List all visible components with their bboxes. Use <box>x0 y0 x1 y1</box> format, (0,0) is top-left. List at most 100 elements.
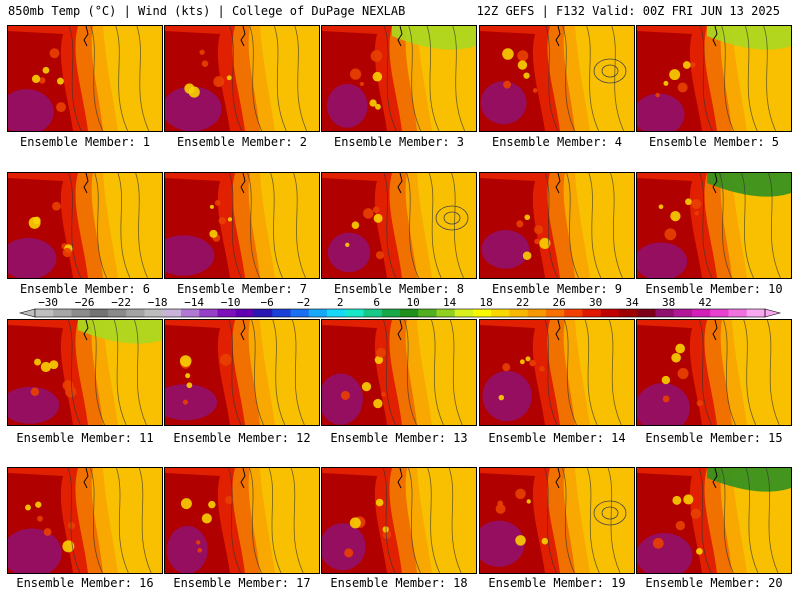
colorbar-swatch <box>217 309 237 317</box>
colorbar-tick-label: 10 <box>407 296 420 309</box>
colorbar-tick-label: −30 <box>38 296 58 309</box>
colorbar-swatch <box>53 309 72 317</box>
ensemble-member-label: Ensemble Member: 1 <box>19 135 151 149</box>
ensemble-member-label: Ensemble Member: 10 <box>645 282 783 296</box>
ensemble-member-label: Ensemble Member: 13 <box>330 431 468 445</box>
ensemble-member-label: Ensemble Member: 3 <box>333 135 465 149</box>
ensemble-member-label: Ensemble Member: 20 <box>645 576 783 590</box>
ensemble-member-label: Ensemble Member: 4 <box>491 135 623 149</box>
temperature-colorbar: −30 −26 −22 −18 −14 −10 −6 −2 2 6 10 14 18 22 26 30 34 38… <box>18 296 782 318</box>
ensemble-member-panel <box>636 467 792 574</box>
ensemble-member-panel <box>636 319 792 426</box>
colorbar-tick-label: 42 <box>699 296 712 309</box>
colorbar-swatch <box>564 309 583 317</box>
ensemble-member-label: Ensemble Member: 9 <box>491 282 623 296</box>
colorbar-swatch <box>363 309 383 317</box>
ensemble-member-label: Ensemble Member: 18 <box>330 576 468 590</box>
ensemble-member-panel <box>7 25 163 132</box>
ensemble-member-panel <box>636 172 792 279</box>
ensemble-member-panel <box>321 467 477 574</box>
colorbar-tick-label: 34 <box>626 296 640 309</box>
temperature-map <box>165 173 319 278</box>
colorbar-swatch <box>673 309 693 317</box>
colorbar-swatch <box>71 309 91 317</box>
ensemble-member-panel <box>321 172 477 279</box>
colorbar-swatch <box>527 309 547 317</box>
colorbar-swatch <box>418 309 437 317</box>
ensemble-member-panel <box>321 319 477 426</box>
ensemble-member-panel <box>7 467 163 574</box>
temperature-map <box>480 173 634 278</box>
colorbar-tick-label: −2 <box>297 296 310 309</box>
temperature-map <box>480 468 634 573</box>
ensemble-member-panel <box>479 25 635 132</box>
ensemble-member-label: Ensemble Member: 14 <box>488 431 626 445</box>
colorbar-swatch <box>308 309 328 317</box>
ensemble-member-label: Ensemble Member: 8 <box>333 282 465 296</box>
temperature-map <box>637 173 791 278</box>
temperature-map <box>8 173 162 278</box>
ensemble-member-panel <box>7 319 163 426</box>
colorbar-tick-label: 14 <box>443 296 457 309</box>
temperature-map <box>165 26 319 131</box>
ensemble-member-panel <box>636 25 792 132</box>
colorbar-swatch <box>327 309 346 317</box>
ensemble-member-panel <box>7 172 163 279</box>
ensemble-member-label: Ensemble Member: 2 <box>176 135 308 149</box>
colorbar-tick-label: 2 <box>337 296 344 309</box>
ensemble-member-label: Ensemble Member: 12 <box>173 431 311 445</box>
colorbar-swatch <box>454 309 474 317</box>
ensemble-member-label: Ensemble Member: 19 <box>488 576 626 590</box>
temperature-map <box>322 173 476 278</box>
ensemble-member-label: Ensemble Member: 5 <box>648 135 780 149</box>
colorbar-arrow-high <box>764 308 782 318</box>
colorbar-swatch <box>290 309 310 317</box>
colorbar-swatch <box>746 309 766 317</box>
colorbar-tick-label: 26 <box>553 296 566 309</box>
colorbar-swatch <box>473 309 492 317</box>
colorbar-swatch <box>381 309 401 317</box>
colorbar-swatch <box>509 309 529 317</box>
colorbar-swatch <box>35 309 54 317</box>
colorbar-swatch <box>692 309 711 317</box>
colorbar-swatch <box>108 309 127 317</box>
ensemble-member-label: Ensemble Member: 16 <box>16 576 154 590</box>
colorbar-tick-label: −6 <box>261 296 274 309</box>
colorbar-tick-label: −18 <box>148 296 168 309</box>
ensemble-member-label: Ensemble Member: 15 <box>645 431 783 445</box>
colorbar-tick-label: −10 <box>221 296 241 309</box>
colorbar-tick-label: 30 <box>589 296 602 309</box>
colorbar-arrow-low <box>18 308 36 318</box>
temperature-map <box>165 320 319 425</box>
header-run-info: 12Z GEFS | F132 Valid: 00Z FRI JUN 13 20… <box>476 4 780 18</box>
colorbar-tick-label: 38 <box>662 296 675 309</box>
colorbar-tick-label: −22 <box>111 296 131 309</box>
colorbar-swatch <box>89 309 109 317</box>
ensemble-member-panel <box>164 467 320 574</box>
temperature-map <box>322 468 476 573</box>
temperature-map <box>637 26 791 131</box>
colorbar-swatch <box>345 309 364 317</box>
ensemble-member-label: Ensemble Member: 11 <box>16 431 154 445</box>
colorbar-swatch <box>162 309 182 317</box>
ensemble-member-panel <box>164 25 320 132</box>
colorbar-tick-label: 6 <box>373 296 380 309</box>
temperature-map <box>637 468 791 573</box>
temperature-map <box>637 320 791 425</box>
colorbar-swatch <box>144 309 164 317</box>
ensemble-member-panel <box>164 319 320 426</box>
colorbar-tick-label: −26 <box>75 296 95 309</box>
temperature-map <box>322 320 476 425</box>
ensemble-member-panel <box>321 25 477 132</box>
colorbar-swatch <box>546 309 565 317</box>
temperature-map <box>165 468 319 573</box>
temperature-map <box>8 320 162 425</box>
temperature-map <box>322 26 476 131</box>
colorbar-swatch <box>637 309 656 317</box>
colorbar-swatch <box>181 309 200 317</box>
colorbar-swatch <box>254 309 273 317</box>
ensemble-member-label: Ensemble Member: 6 <box>19 282 151 296</box>
ensemble-member-label: Ensemble Member: 17 <box>173 576 311 590</box>
colorbar-tick-label: 18 <box>480 296 493 309</box>
ensemble-member-panel <box>479 172 635 279</box>
